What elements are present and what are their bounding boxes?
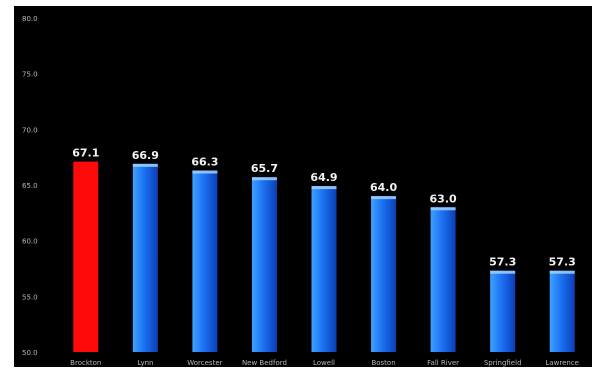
bar-top-highlight xyxy=(311,186,337,190)
bars xyxy=(73,161,575,352)
x-tick-label: Springfield xyxy=(484,359,522,367)
bar-top-highlight xyxy=(192,170,218,174)
y-tick-label: 55.0 xyxy=(22,293,38,301)
data-label: 66.3 xyxy=(191,156,218,169)
bar-top-highlight xyxy=(371,196,397,200)
data-label: 57.3 xyxy=(489,256,516,269)
bar xyxy=(132,163,158,352)
y-tick-label: 60.0 xyxy=(22,238,38,246)
y-tick-label: 65.0 xyxy=(22,182,38,190)
bar xyxy=(73,161,99,352)
data-label: 63.0 xyxy=(430,192,457,205)
y-tick-label: 80.0 xyxy=(22,15,38,23)
y-tick-label: 70.0 xyxy=(22,126,38,134)
value-labels: 67.1 66.9 66.3 65.7 64.9 64.0 63.0 57.3 57.3 xyxy=(72,147,576,269)
data-label: 64.0 xyxy=(370,181,397,194)
y-tick-label: 50.0 xyxy=(22,349,38,357)
bar-top-highlight xyxy=(132,163,158,167)
bar-top-highlight xyxy=(490,270,516,274)
bar xyxy=(251,177,277,352)
bar-top-highlight xyxy=(430,207,456,211)
bar xyxy=(549,270,575,352)
x-tick-label: Brockton xyxy=(70,359,101,367)
x-tick-label: Lowell xyxy=(313,359,335,367)
data-label: 65.7 xyxy=(251,162,278,175)
bar xyxy=(371,196,397,352)
bar xyxy=(311,186,337,352)
x-tick-label: Worcester xyxy=(187,359,222,367)
data-label: 57.3 xyxy=(549,256,576,269)
bar xyxy=(192,170,218,352)
x-tick-label: Lynn xyxy=(137,359,153,367)
bar-top-highlight xyxy=(549,270,575,274)
bar xyxy=(430,207,456,352)
x-tick-label: New Bedford xyxy=(242,359,287,367)
x-axis: Brockton Lynn Worcester New Bedford Lowell Bo… xyxy=(70,359,579,367)
data-label: 66.9 xyxy=(132,149,159,162)
x-tick-label: Boston xyxy=(371,359,395,367)
data-label: 64.9 xyxy=(310,171,337,184)
x-tick-label: Fall River xyxy=(427,359,459,367)
bar xyxy=(490,270,516,352)
y-tick-label: 75.0 xyxy=(22,71,38,79)
y-axis: 50.0 55.0 60.0 65.0 70.0 75.0 80.0 xyxy=(22,15,38,357)
x-tick-label: Lawrence xyxy=(545,359,579,367)
data-label: 67.1 xyxy=(72,147,99,160)
bar-top-highlight xyxy=(251,177,277,181)
